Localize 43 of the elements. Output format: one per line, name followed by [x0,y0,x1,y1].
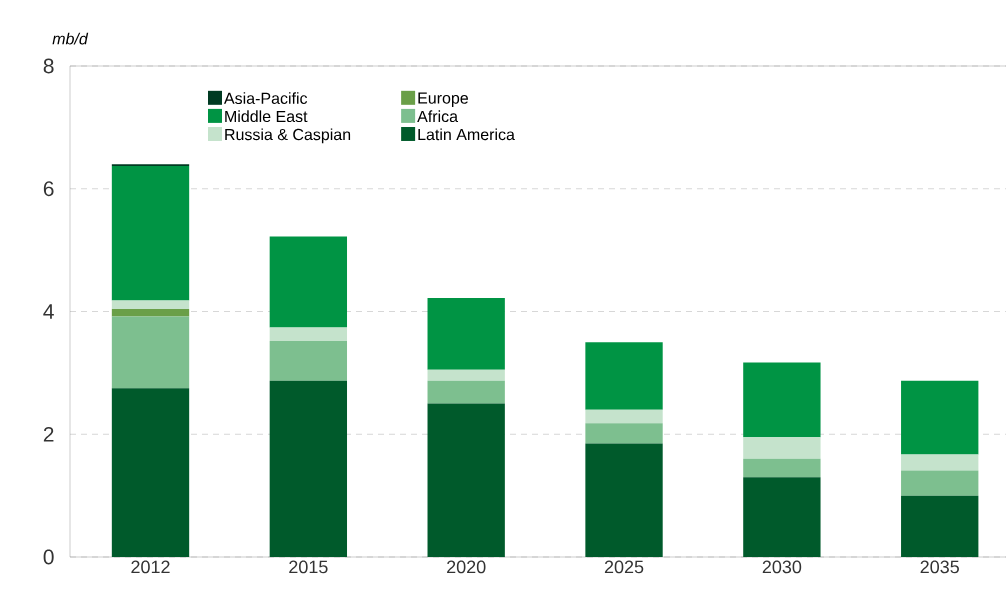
x-tick-label: 2035 [920,560,959,574]
y-tick-label: 2 [43,426,54,442]
bar [585,342,663,410]
x-tick-label: 2012 [131,560,170,574]
legend-label: Russia & Caspian [225,128,351,144]
y-tick-label: 4 [43,304,54,319]
bar [585,443,663,557]
bar [901,454,979,471]
x-tick-label: 2020 [447,560,486,574]
legend-label: Asia-Pacific [224,92,308,105]
bar [901,495,979,557]
bar [111,309,190,317]
y-tick-label: 8 [43,58,54,74]
y-tick-label: 6 [43,181,54,197]
bar [427,403,505,557]
bar [743,458,821,478]
bar [901,380,979,455]
bar [743,362,821,438]
bar [111,388,190,557]
bar [743,437,821,459]
legend-label: Africa [417,110,459,123]
bar [269,236,348,328]
x-tick-label: 2015 [289,560,328,574]
legend-label: Middle East [225,110,308,123]
bar [111,316,190,389]
bar [585,409,663,424]
bar [743,477,821,557]
y-axis-title: mb/d [52,32,89,45]
legend-label: Latin America [418,128,515,141]
bar [111,300,190,310]
bar [269,340,348,381]
bar [427,380,505,404]
x-tick-label: 2030 [762,560,802,574]
legend-label: Europe [418,92,468,107]
bar [585,423,663,444]
bar [427,369,505,381]
y-tick-label: 0 [43,549,54,565]
bar [427,298,505,370]
x-tick-label: 2025 [604,560,644,574]
bar [111,166,190,301]
bar [269,380,348,557]
bar [269,327,348,341]
bar [901,470,979,496]
